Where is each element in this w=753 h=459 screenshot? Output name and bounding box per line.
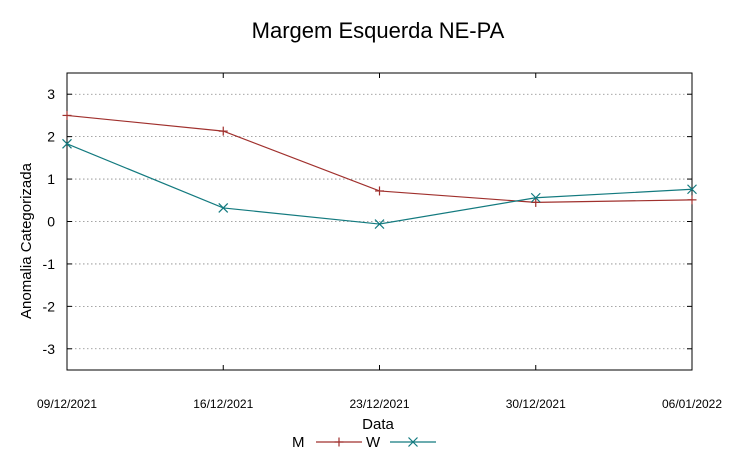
legend-label-m: M bbox=[292, 434, 305, 451]
series-group bbox=[62, 110, 697, 229]
data-point-w bbox=[218, 202, 229, 213]
legend-marker-w bbox=[408, 437, 418, 447]
x-tick-label: 23/12/2021 bbox=[349, 397, 409, 411]
x-axis-label: Data bbox=[362, 416, 394, 433]
y-axis-ticks: 3 2 1 0 -1 -2 -3 bbox=[43, 86, 692, 357]
x-tick-label: 16/12/2021 bbox=[193, 397, 253, 411]
data-point-w bbox=[374, 219, 385, 229]
series-line-w bbox=[66, 143, 693, 225]
y-tick-label: -2 bbox=[43, 298, 56, 314]
grid bbox=[67, 93, 692, 350]
y-tick-label: 1 bbox=[47, 171, 55, 187]
legend-label-w: W bbox=[366, 434, 381, 451]
x-tick-label: 09/12/2021 bbox=[37, 397, 97, 411]
data-point-w bbox=[530, 192, 541, 203]
y-tick-label: 0 bbox=[47, 214, 55, 230]
x-tick-label: 30/12/2021 bbox=[506, 397, 566, 411]
y-tick-label: -3 bbox=[43, 341, 56, 357]
y-tick-label: 3 bbox=[47, 86, 55, 102]
data-point-w bbox=[687, 184, 697, 195]
x-axis-ticks: 09/12/2021 16/12/2021 23/12/2021 30/12/2021… bbox=[37, 73, 722, 411]
y-axis-label: Anomalia Categorizada bbox=[18, 162, 35, 319]
y-tick-label: -1 bbox=[43, 256, 56, 272]
x-tick-label: 06/01/2022 bbox=[662, 397, 722, 411]
data-point-w bbox=[62, 138, 72, 149]
chart-title: Margem Esquerda NE-PA bbox=[252, 18, 505, 43]
y-tick-label: 2 bbox=[47, 129, 55, 145]
